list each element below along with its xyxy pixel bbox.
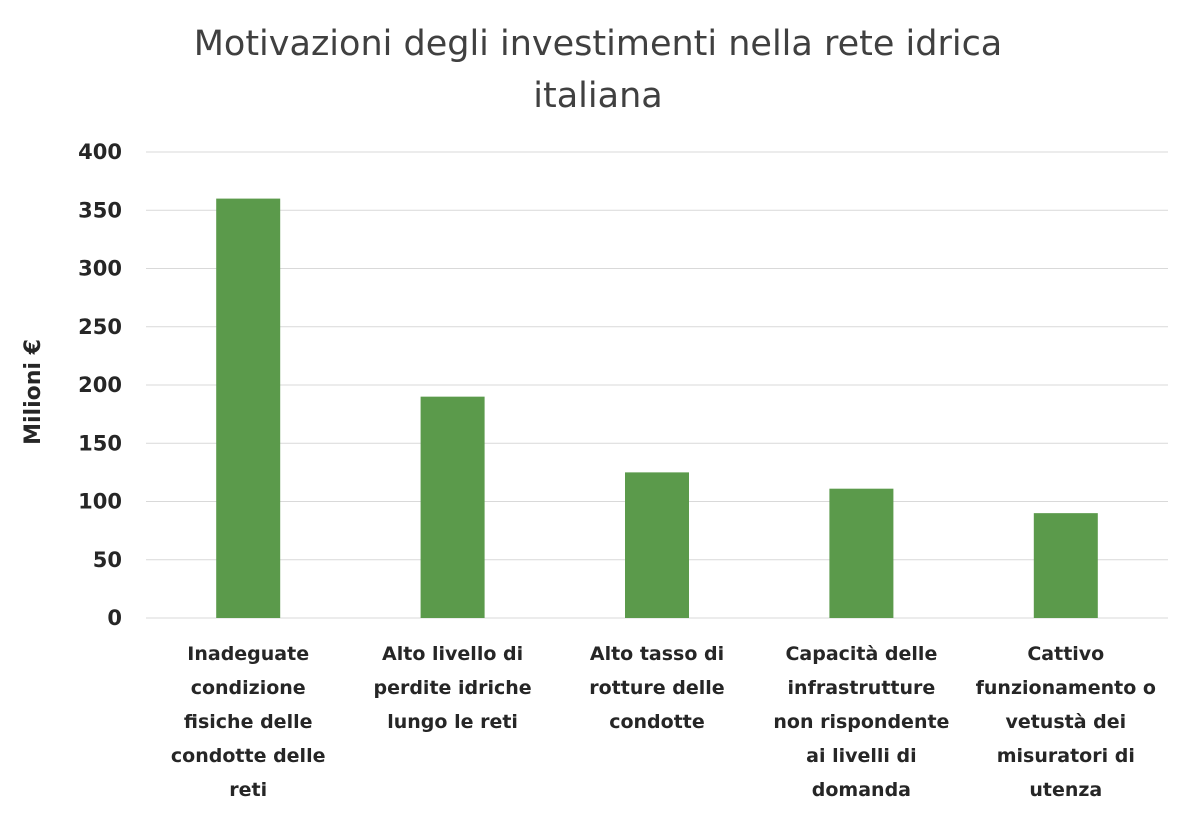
x-category-label-line: Alto tasso di: [590, 643, 724, 665]
x-category-label-line: reti: [229, 779, 267, 801]
y-tick-label: 100: [78, 490, 122, 514]
y-axis-label: Milioni €: [21, 339, 46, 445]
y-tick-label: 250: [78, 315, 122, 339]
x-category-label-line: Inadeguate: [187, 643, 309, 665]
x-category-label-line: ai livelli di: [806, 745, 917, 767]
x-category-label: Cattivo funzionamento o vetustà dei misurat…: [976, 643, 1156, 801]
x-category-label-line: rotture delle: [589, 677, 724, 699]
x-category-label-line: vetustà dei: [1005, 711, 1126, 733]
y-tick-label: 350: [78, 198, 122, 222]
chart-title-line-1: Motivazioni degli investimenti nella ret…: [194, 24, 1003, 64]
x-category-label-line: fisiche delle: [184, 711, 313, 733]
y-axis-ticks: 0 50 100 150 200 250 300 350 400: [78, 140, 122, 630]
x-category-label-line: non rispondente: [773, 711, 949, 733]
x-category-label-line: Alto livello di: [382, 643, 523, 665]
x-category-label: Inadeguate condizione fisiche delle condott…: [171, 643, 326, 801]
bar-2: [420, 396, 485, 618]
y-tick-label: 300: [78, 257, 122, 281]
x-category-label-line: infrastrutture: [788, 677, 936, 699]
bar-5: [1033, 513, 1098, 618]
y-tick-label: 50: [93, 548, 122, 572]
chart-title-line-2: italiana: [533, 76, 662, 116]
x-category-label: Capacità delle infrastrutture non risponde…: [773, 643, 949, 801]
x-category-label-line: misuratori di: [997, 745, 1135, 767]
x-category-label-line: lungo le reti: [387, 711, 518, 733]
x-category-label-line: utenza: [1029, 779, 1102, 801]
x-category-label-line: condizione: [191, 677, 306, 699]
bar-3: [625, 472, 689, 618]
x-category-label-line: Capacità delle: [785, 643, 937, 665]
x-category-label-line: funzionamento o: [976, 677, 1156, 699]
x-category-label-line: Cattivo: [1027, 643, 1104, 665]
x-category-label-line: domanda: [812, 779, 911, 801]
x-category-label-line: condotte delle: [171, 745, 326, 767]
x-category-label: Alto tasso di rotture delle condotte: [589, 643, 724, 733]
bar-1: [216, 198, 281, 618]
y-tick-label: 0: [107, 606, 122, 630]
gridlines: [146, 151, 1168, 619]
x-axis-category-labels: Inadeguate condizione fisiche delle condott…: [171, 643, 1156, 801]
bar-4: [829, 488, 894, 618]
x-category-label-line: perdite idriche: [373, 677, 531, 699]
y-tick-label: 200: [78, 373, 122, 397]
x-category-label: Alto livello di perdite idriche lungo le r…: [373, 643, 531, 733]
x-category-label-line: condotte: [609, 711, 705, 733]
y-tick-label: 400: [78, 140, 122, 164]
y-tick-label: 150: [78, 431, 122, 455]
bars: [216, 198, 1098, 618]
